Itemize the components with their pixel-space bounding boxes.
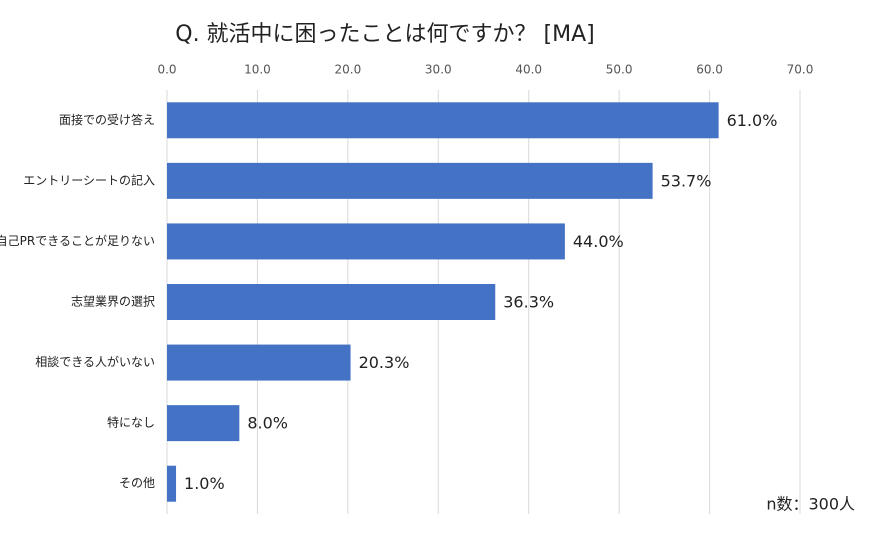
value-label: 8.0%	[247, 414, 288, 433]
x-tick-label: 10.0	[244, 63, 271, 77]
x-tick-label: 60.0	[696, 63, 723, 77]
bar	[167, 344, 351, 381]
x-tick-label: 30.0	[425, 63, 452, 77]
bar	[167, 465, 177, 502]
y-tick-label: その他	[119, 476, 155, 490]
x-tick-label: 0.0	[157, 63, 176, 77]
bar	[167, 284, 496, 320]
value-label: 20.3%	[359, 353, 410, 372]
x-tick-label: 70.0	[787, 63, 814, 77]
value-label: 44.0%	[573, 232, 624, 251]
y-tick-label: 自己PRできることが足りない	[0, 233, 155, 248]
bar	[167, 162, 653, 199]
value-label: 36.3%	[503, 293, 554, 312]
x-tick-label: 20.0	[334, 63, 361, 77]
chart-title: Q. 就活中に困ったことは何ですか？ [MA]	[175, 22, 595, 47]
x-tick-label: 50.0	[606, 63, 633, 77]
value-label: 61.0%	[727, 111, 778, 130]
y-tick-label: 面接での受け答え	[59, 112, 155, 127]
bar	[167, 102, 719, 139]
y-tick-label: 相談できる人がいない	[35, 354, 155, 369]
value-label: 1.0%	[184, 474, 225, 493]
bar	[167, 223, 565, 260]
value-label: 53.7%	[661, 171, 712, 190]
y-tick-label: エントリーシートの記入	[23, 172, 155, 187]
sample-size-note: n数：300人	[766, 495, 855, 514]
y-tick-label: 志望業界の選択	[71, 295, 155, 309]
bar	[167, 405, 240, 442]
y-tick-label: 特になし	[107, 415, 155, 430]
x-tick-label: 40.0	[515, 63, 542, 77]
